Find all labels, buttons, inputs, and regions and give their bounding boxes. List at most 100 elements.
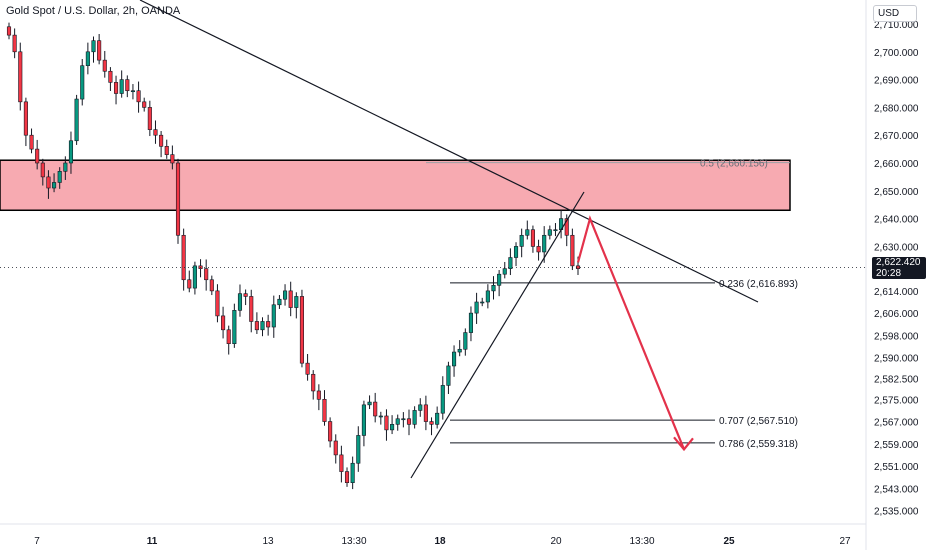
candle-body[interactable] (446, 365, 451, 386)
candle-body[interactable] (102, 59, 107, 72)
resistance-zone[interactable] (0, 159, 791, 212)
candle-body[interactable] (187, 279, 192, 289)
candle-body[interactable] (113, 82, 119, 94)
candle-body[interactable] (170, 154, 175, 164)
candle-body[interactable] (525, 229, 530, 236)
candle-body[interactable] (519, 234, 524, 247)
candle-body[interactable] (502, 268, 507, 275)
candle-body[interactable] (283, 290, 288, 300)
candle-body[interactable] (249, 296, 254, 322)
candle-body[interactable] (508, 257, 513, 269)
candle-body[interactable] (46, 176, 51, 189)
candle-body[interactable] (12, 34, 17, 53)
candle-body[interactable] (147, 107, 152, 130)
candle-body[interactable] (316, 390, 321, 400)
candle-body[interactable] (153, 129, 158, 136)
candle-body[interactable] (68, 140, 74, 164)
candle-body[interactable] (401, 418, 406, 421)
candle-body[interactable] (181, 234, 186, 281)
candle-body[interactable] (23, 101, 28, 136)
candle-body[interactable] (130, 90, 135, 93)
candle-body[interactable] (491, 285, 496, 292)
candle-body[interactable] (474, 301, 479, 314)
candle-body[interactable] (18, 51, 23, 103)
candle-body[interactable] (288, 290, 293, 308)
candle-body[interactable] (429, 421, 434, 425)
candle-body[interactable] (221, 315, 226, 331)
candle-body[interactable] (266, 321, 271, 328)
descending-trendline[interactable] (139, 0, 759, 303)
candle-body[interactable] (570, 234, 575, 267)
candle-body[interactable] (226, 329, 231, 344)
candle-body[interactable] (480, 301, 485, 304)
candle-body[interactable] (277, 298, 282, 306)
candle-body[interactable] (142, 101, 147, 108)
candle-body[interactable] (530, 229, 535, 247)
candle-body[interactable] (373, 401, 378, 417)
candle-body[interactable] (553, 229, 558, 232)
candle-body[interactable] (192, 265, 197, 289)
candle-body[interactable] (243, 293, 248, 297)
candle-body[interactable] (564, 218, 569, 236)
candle-body[interactable] (406, 418, 412, 425)
candle-body[interactable] (119, 79, 124, 94)
candle-body[interactable] (333, 440, 338, 456)
candle-body[interactable] (294, 296, 299, 308)
candle-body[interactable] (6, 26, 12, 36)
candle-body[interactable] (435, 412, 440, 425)
candle-body[interactable] (328, 421, 333, 442)
candle-body[interactable] (542, 234, 547, 253)
candle-body[interactable] (412, 410, 417, 425)
candle-body[interactable] (463, 332, 468, 350)
ascending-trendline[interactable] (410, 191, 585, 479)
candle-body[interactable] (440, 385, 445, 414)
currency-selector[interactable]: USD (873, 5, 917, 22)
candle-body[interactable] (209, 279, 214, 292)
candle-body[interactable] (215, 290, 220, 317)
candle-body[interactable] (418, 404, 423, 411)
candle-body[interactable] (125, 79, 130, 92)
candle-body[interactable] (395, 418, 400, 425)
candle-body[interactable] (204, 268, 209, 281)
candle-body[interactable] (457, 348, 462, 353)
candle-body[interactable] (423, 404, 428, 422)
candle-body[interactable] (367, 401, 372, 406)
candle-body[interactable] (390, 424, 395, 431)
candle-body[interactable] (164, 146, 169, 155)
candle-body[interactable] (350, 462, 355, 483)
candle-body[interactable] (547, 229, 552, 236)
candle-body[interactable] (513, 246, 519, 258)
candle-body[interactable] (497, 273, 502, 286)
candle-body[interactable] (52, 182, 57, 189)
candle-body[interactable] (29, 134, 34, 150)
candle-body[interactable] (63, 162, 68, 172)
candle-body[interactable] (339, 454, 344, 472)
candle-body[interactable] (108, 70, 113, 83)
candle-body[interactable] (305, 362, 310, 375)
candle-body[interactable] (254, 321, 259, 331)
candle-body[interactable] (97, 40, 102, 61)
candle-body[interactable] (85, 51, 90, 66)
candle-body[interactable] (74, 98, 79, 142)
candle-body[interactable] (536, 246, 541, 253)
candle-body[interactable] (80, 65, 85, 100)
candle-body[interactable] (485, 290, 490, 303)
candle-body[interactable] (361, 404, 366, 436)
candle-body[interactable] (378, 415, 383, 418)
candle-body[interactable] (91, 40, 96, 53)
candle-body[interactable] (175, 162, 181, 236)
candle-body[interactable] (311, 373, 316, 392)
candle-body[interactable] (232, 310, 237, 344)
candle-body[interactable] (40, 162, 45, 178)
candle-body[interactable] (299, 296, 304, 364)
candle-body[interactable] (271, 304, 276, 328)
candle-body[interactable] (322, 398, 327, 422)
candle-body[interactable] (356, 435, 361, 464)
candle-body[interactable] (35, 148, 40, 164)
candle-body[interactable] (159, 134, 164, 147)
candle-body[interactable] (344, 471, 350, 483)
candle-body[interactable] (384, 415, 389, 431)
candle-body[interactable] (237, 293, 243, 311)
candle-body[interactable] (260, 321, 265, 331)
